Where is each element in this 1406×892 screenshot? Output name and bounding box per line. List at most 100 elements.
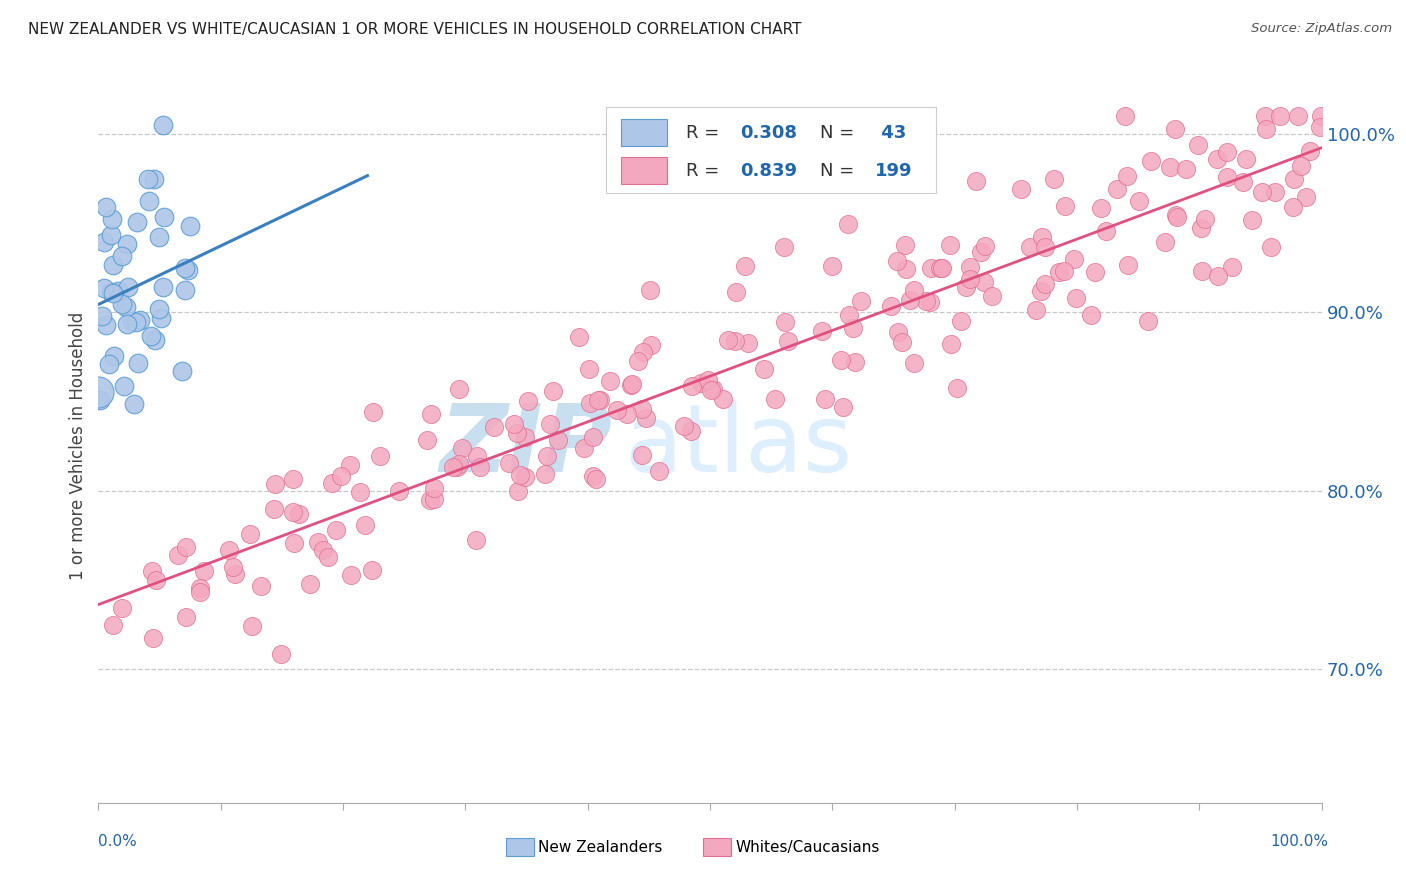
Point [640,338,662,352]
Point [450,441,472,455]
Point [388,484,411,499]
Text: New Zealanders: New Zealanders [538,840,662,855]
Point [969,244,991,259]
Point [1175,162,1198,177]
Point [513,429,536,443]
Point [325,523,347,537]
Point [886,254,908,268]
Point [1270,109,1292,123]
Point [361,563,384,577]
Text: R =: R = [686,161,724,179]
Point [621,377,644,392]
Point [138,194,160,209]
Point [1251,185,1274,199]
Point [498,456,520,470]
Point [589,393,612,408]
Point [690,376,713,390]
Point [778,334,800,349]
Point [509,467,531,482]
Point [1116,258,1139,272]
Point [711,392,734,407]
Point [1189,221,1212,235]
Point [115,237,138,252]
Point [465,533,488,547]
Point [1054,199,1077,213]
Point [193,564,215,578]
Point [1205,152,1227,166]
Point [886,325,908,339]
Text: Source: ZipAtlas.com: Source: ZipAtlas.com [1251,22,1392,36]
Point [152,280,174,294]
Point [270,647,292,661]
Point [955,280,977,294]
Point [1234,152,1257,166]
Point [143,333,166,347]
Point [588,393,610,408]
Point [1090,201,1112,215]
Point [506,426,529,441]
Point [103,618,125,632]
Point [616,407,638,421]
Point [638,284,661,298]
Y-axis label: 1 or more Vehicles in Household: 1 or more Vehicles in Household [69,312,87,580]
Point [837,217,859,231]
Point [179,219,201,233]
Point [1064,291,1087,305]
Point [152,118,174,132]
Point [1286,109,1309,123]
Point [94,200,117,214]
Point [1019,240,1042,254]
Point [898,293,921,308]
Point [1128,194,1150,208]
Point [264,476,287,491]
Point [1164,121,1187,136]
Point [312,542,335,557]
Point [814,392,837,407]
Point [98,357,121,371]
Point [239,527,262,541]
Point [148,229,170,244]
Point [101,258,124,272]
Point [579,395,602,409]
Point [1216,145,1239,159]
Point [599,374,621,388]
Point [844,355,866,369]
Point [340,568,363,582]
Point [920,261,942,276]
Point [419,407,441,421]
Point [100,285,122,300]
Point [281,504,304,518]
Point [93,235,115,249]
Point [630,401,652,416]
Point [423,481,446,495]
Point [724,285,747,299]
Point [117,280,139,294]
Point [361,405,384,419]
Point [894,261,917,276]
Point [981,288,1004,302]
Point [681,379,703,393]
Point [890,335,912,350]
Point [820,259,842,273]
Point [283,472,305,486]
Point [1164,208,1187,222]
Point [122,397,145,411]
Point [1282,172,1305,186]
Point [125,314,148,328]
Point [754,362,776,376]
Point [1116,169,1139,184]
Point [1042,172,1064,186]
Point [349,485,371,500]
Text: 43: 43 [875,124,907,142]
Text: 0.0%: 0.0% [98,834,138,849]
Point [538,417,561,432]
Point [959,260,981,275]
Point [547,434,569,448]
Point [1114,109,1136,123]
Point [914,293,936,308]
Text: NEW ZEALANDER VS WHITE/CAUCASIAN 1 OR MORE VEHICLES IN HOUSEHOLD CORRELATION CHA: NEW ZEALANDER VS WHITE/CAUCASIAN 1 OR MO… [28,22,801,37]
Point [851,294,873,309]
Point [176,263,198,277]
Point [1029,284,1052,298]
Point [174,541,197,555]
